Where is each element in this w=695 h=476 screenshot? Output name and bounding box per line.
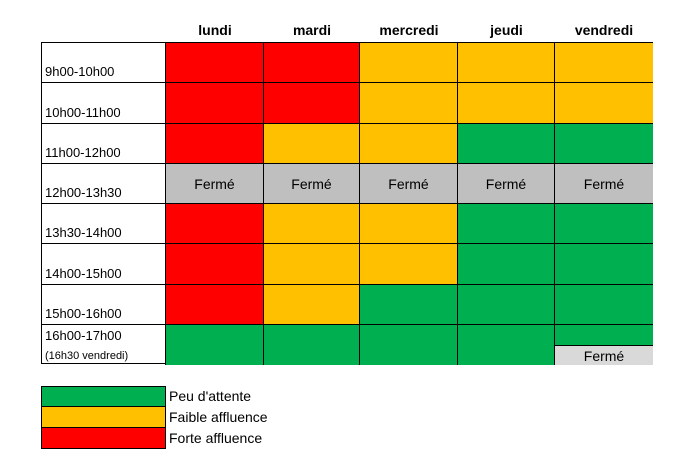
legend-label: Forte affluence <box>169 430 263 446</box>
slot-cell-mardi <box>264 285 360 324</box>
time-slot-text: 13h30-14h00 <box>45 225 122 240</box>
slot-cell-lundi <box>166 244 264 284</box>
slot-cell-mardi: Fermé <box>264 164 360 203</box>
time-slot-text: 15h00-16h00 <box>45 306 122 321</box>
time-slot-text: 12h00-13h30 <box>45 185 122 200</box>
time-slot-text: 14h00-15h00 <box>45 266 122 281</box>
time-slot-text: 10h00-11h00 <box>45 105 121 120</box>
closed-text: Fermé <box>291 175 332 192</box>
slot-cell-jeudi <box>458 204 555 243</box>
slot-cell-jeudi <box>458 244 555 284</box>
closed-text: Fermé <box>485 175 527 192</box>
table-row: 9h00-10h00 <box>42 43 653 82</box>
slot-cell-mercredi <box>360 325 458 365</box>
day-header-jeudi: jeudi <box>490 22 523 38</box>
table-row: 16h00-17h00 (16h30 vendredi) Fermé <box>42 324 653 365</box>
slot-cell-vendredi: Fermé <box>555 325 653 365</box>
slot-cell-vendredi <box>555 83 653 123</box>
slot-open-part <box>555 325 653 345</box>
legend-label: Faible affluence <box>169 409 268 425</box>
slot-cell-jeudi <box>458 325 555 365</box>
slot-cell-mardi <box>264 83 360 123</box>
slot-cell-jeudi <box>458 43 555 82</box>
closed-text: Fermé <box>194 175 235 192</box>
slot-cell-jeudi <box>458 285 555 324</box>
time-slot-label: 9h00-10h00 <box>42 43 166 82</box>
legend-swatch <box>41 407 166 428</box>
schedule-table: 9h00-10h00 10h00-11h00 11h00-12h00 12h00-13… <box>41 42 653 365</box>
slot-cell-mardi <box>264 325 360 365</box>
time-slot-label: 16h00-17h00 (16h30 vendredi) <box>42 325 166 365</box>
table-row: 12h00-13h30 Fermé Fermé Fermé Fermé Fermé <box>42 163 653 203</box>
legend-label: Peu d'attente <box>169 388 252 404</box>
slot-cell-vendredi <box>555 204 653 243</box>
slot-cell-jeudi <box>458 83 555 123</box>
day-header-vendredi: vendredi <box>574 22 634 38</box>
slot-cell-lundi <box>166 43 264 82</box>
slot-cell-lundi <box>166 124 264 163</box>
table-row: 14h00-15h00 <box>42 243 653 284</box>
slot-cell-lundi <box>166 325 264 365</box>
slot-cell-vendredi <box>555 124 653 163</box>
slot-cell-vendredi <box>555 244 653 284</box>
slot-cell-mercredi <box>360 43 458 82</box>
slot-cell-mercredi <box>360 285 458 324</box>
slot-cell-jeudi: Fermé <box>458 164 555 203</box>
slot-cell-mercredi <box>360 124 458 163</box>
slot-cell-jeudi <box>458 124 555 163</box>
day-header-mercredi: mercredi <box>379 22 439 38</box>
table-row: 11h00-12h00 <box>42 123 653 163</box>
time-slot-note: (16h30 vendredi) <box>45 350 129 362</box>
slot-cell-lundi <box>166 204 264 243</box>
slot-cell-lundi <box>166 83 264 123</box>
time-slot-label: 14h00-15h00 <box>42 244 166 284</box>
slot-cell-mardi <box>264 43 360 82</box>
closed-text: Fermé <box>583 175 625 192</box>
day-header-lundi: lundi <box>198 22 232 38</box>
slot-cell-vendredi: Fermé <box>555 164 653 203</box>
closed-text: Fermé <box>388 175 429 192</box>
time-slot-text: 9h00-10h00 <box>45 64 115 79</box>
slot-cell-mercredi <box>360 244 458 284</box>
table-row: 15h00-16h00 <box>42 284 653 324</box>
time-slot-label: 11h00-12h00 <box>42 124 166 163</box>
time-slot-text: 16h00-17h00 <box>45 328 122 343</box>
slot-cell-vendredi <box>555 285 653 324</box>
slot-closed-part: Fermé <box>555 345 653 365</box>
time-slot-label: 13h30-14h00 <box>42 204 166 243</box>
time-slot-label: 15h00-16h00 <box>42 285 166 324</box>
table-row: 10h00-11h00 <box>42 82 653 123</box>
slot-cell-lundi <box>166 285 264 324</box>
slot-cell-mercredi <box>360 204 458 243</box>
slot-cell-mardi <box>264 204 360 243</box>
legend-swatch <box>41 386 166 407</box>
slot-cell-mardi <box>264 124 360 163</box>
slot-cell-vendredi <box>555 43 653 82</box>
day-header-mardi: mardi <box>292 22 332 38</box>
slot-cell-mardi <box>264 244 360 284</box>
legend-swatch <box>41 428 166 449</box>
slot-cell-lundi: Fermé <box>166 164 264 203</box>
time-slot-label: 10h00-11h00 <box>42 83 166 123</box>
table-row: 13h30-14h00 <box>42 203 653 243</box>
slot-cell-mercredi <box>360 83 458 123</box>
time-slot-label: 12h00-13h30 <box>42 164 166 203</box>
time-slot-text: 11h00-12h00 <box>45 145 121 160</box>
slot-cell-mercredi: Fermé <box>360 164 458 203</box>
